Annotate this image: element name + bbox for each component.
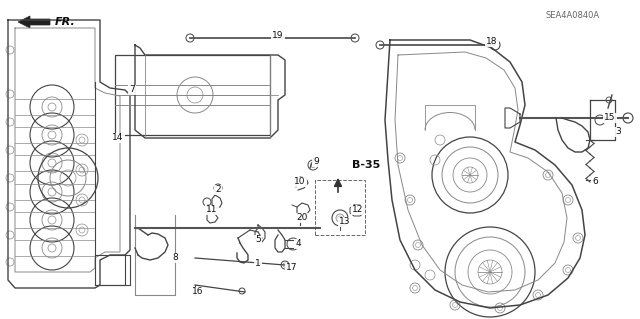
Text: 9: 9 (313, 158, 319, 167)
Bar (315, 180, 365, 235)
Text: 4: 4 (295, 240, 301, 249)
Text: 3: 3 (615, 128, 621, 137)
Text: 18: 18 (486, 38, 498, 47)
Text: 12: 12 (352, 205, 364, 214)
Text: 6: 6 (592, 177, 598, 187)
Text: 15: 15 (604, 114, 616, 122)
Text: 8: 8 (172, 254, 178, 263)
Text: 11: 11 (206, 205, 218, 214)
Text: 19: 19 (272, 31, 284, 40)
Text: 5: 5 (255, 235, 261, 244)
Text: 2: 2 (215, 186, 221, 195)
Polygon shape (18, 16, 50, 28)
Text: 10: 10 (294, 177, 306, 187)
Text: 16: 16 (192, 287, 204, 296)
Text: FR.: FR. (55, 17, 76, 27)
Text: SEA4A0840A: SEA4A0840A (545, 11, 599, 19)
Text: 14: 14 (112, 133, 124, 143)
Text: 7: 7 (129, 85, 135, 94)
Text: 13: 13 (339, 218, 351, 226)
Text: 20: 20 (296, 213, 308, 222)
Bar (115, 55, 270, 135)
Text: 17: 17 (286, 263, 298, 272)
Text: B-35: B-35 (352, 160, 380, 170)
Text: 1: 1 (255, 258, 261, 268)
